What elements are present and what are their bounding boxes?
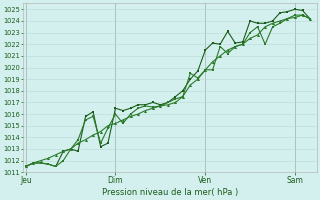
X-axis label: Pression niveau de la mer( hPa ): Pression niveau de la mer( hPa ) (102, 188, 238, 197)
